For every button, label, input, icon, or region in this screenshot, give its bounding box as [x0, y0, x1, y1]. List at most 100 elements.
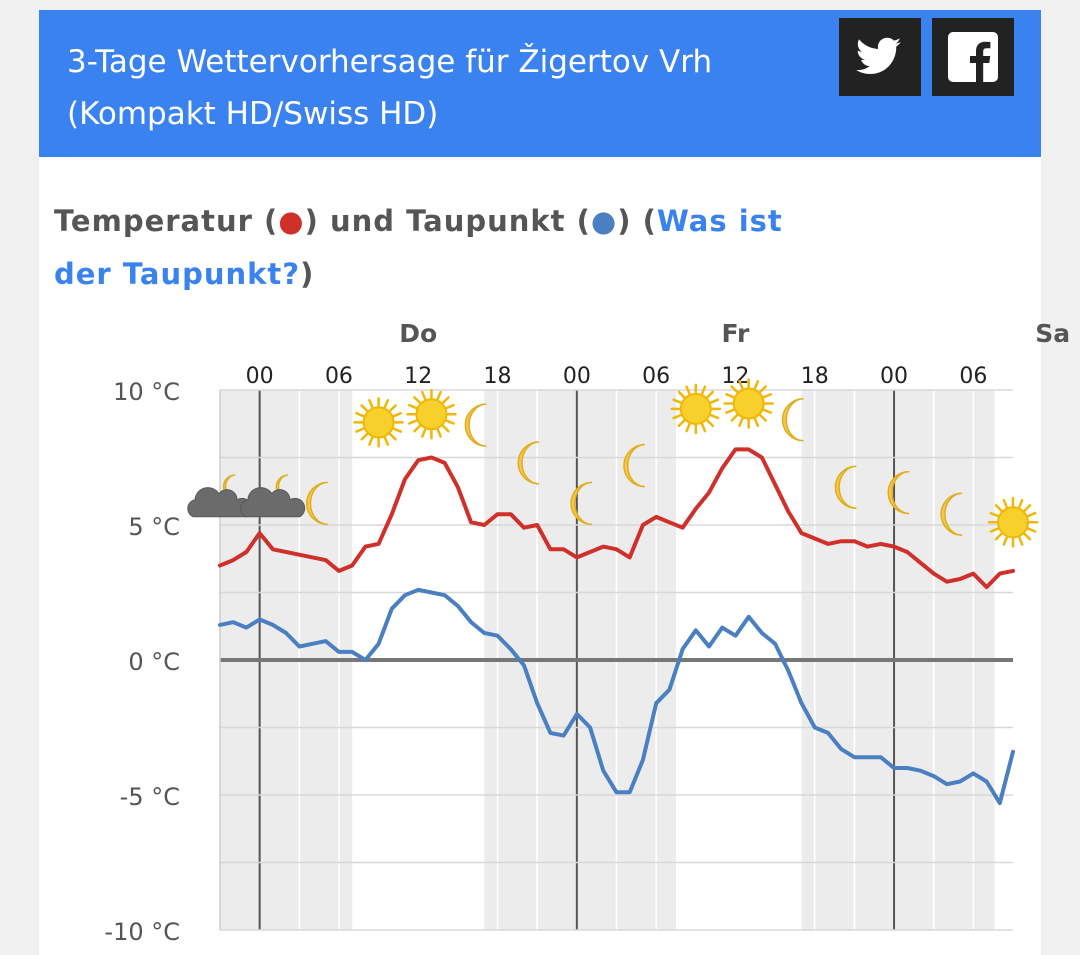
page-title: 3-Tage Wettervorhersage für Žigertov Vrh…	[67, 44, 713, 132]
sun-ray	[1025, 511, 1037, 518]
heading-text-3: ) (	[617, 204, 657, 238]
moon-icon	[781, 397, 804, 442]
sun-ray	[355, 411, 366, 418]
x-hour-label: 06	[325, 364, 353, 389]
sun-ray	[677, 418, 687, 428]
sun-ray	[705, 418, 715, 428]
sun-ray	[421, 426, 427, 438]
sun-ray	[1002, 498, 1009, 510]
x-day-label: Sa	[1035, 319, 1070, 348]
cloud-shape	[240, 487, 306, 518]
moon-crescent	[464, 403, 487, 447]
sun-ray	[391, 426, 403, 433]
dewpoint-legend-dot: ●	[590, 204, 618, 238]
x-hour-label: 00	[246, 364, 274, 389]
sun-ray	[408, 403, 419, 410]
sun-ray	[1022, 531, 1032, 541]
sun-ray	[413, 396, 423, 405]
sun-ray	[753, 380, 760, 391]
heading-text-4: )	[300, 257, 315, 291]
heading-text-1: Temperatur (	[54, 204, 279, 238]
sun-ray	[360, 431, 370, 441]
sun-ray	[1002, 534, 1009, 546]
temperature-line	[218, 447, 1015, 590]
sun-ray	[700, 421, 707, 433]
facebook-share-button[interactable]	[932, 18, 1014, 96]
sun-ray	[738, 416, 745, 427]
moon-icon	[834, 465, 857, 509]
sun-ray	[387, 431, 397, 441]
sun-disc	[732, 387, 765, 420]
sun-ray	[700, 385, 707, 397]
x-hour-label: 18	[484, 364, 512, 389]
sun-icon	[406, 389, 457, 440]
sun-ray	[360, 404, 370, 414]
sun-ray	[685, 385, 692, 397]
sun-ray	[421, 390, 427, 402]
moon-icon	[464, 403, 487, 447]
y-tick-label: -5 °C	[120, 783, 180, 811]
moon-icon	[623, 443, 645, 488]
dewpoint-info-link[interactable]: Was ist der Taupunkt?	[54, 204, 783, 291]
sun-ray	[408, 418, 419, 425]
sun-ray	[708, 413, 720, 420]
sun-ray	[368, 398, 375, 410]
sun-icon	[670, 383, 722, 435]
x-hour-label: 12	[721, 364, 749, 389]
sun-ray	[383, 398, 390, 410]
moon-crescent	[781, 397, 804, 442]
twitter-icon	[856, 37, 901, 74]
x-hour-label: 00	[880, 364, 908, 389]
x-day-label: Do	[399, 319, 437, 348]
moon-crescent	[305, 481, 328, 526]
sun-ray	[440, 396, 450, 405]
sun-disc	[997, 506, 1029, 539]
y-tick-label: 5 °C	[128, 513, 180, 541]
y-tick-label: 0 °C	[128, 648, 180, 676]
sun-ray	[1025, 526, 1037, 533]
sun-ray	[387, 404, 397, 414]
sun-ray	[705, 390, 715, 400]
sun-ray	[708, 398, 720, 405]
sun-disc	[415, 398, 448, 431]
sun-ray	[444, 418, 455, 425]
sun-ray	[672, 413, 684, 420]
sun-icon	[723, 378, 774, 429]
moon-crescent	[834, 465, 857, 509]
temperature-legend-dot: ●	[278, 204, 305, 238]
moon-icon	[940, 492, 963, 536]
cloud-moon-icon	[240, 474, 306, 518]
sun-ray	[994, 504, 1004, 513]
x-hour-label: 18	[801, 364, 829, 389]
y-tick-label: 10 °C	[113, 378, 180, 406]
sun-ray	[753, 416, 760, 427]
sun-ray	[758, 412, 767, 422]
moon-icon	[517, 441, 540, 485]
twitter-share-button[interactable]	[839, 18, 921, 96]
sun-ray	[725, 393, 737, 400]
sun-ray	[1022, 504, 1032, 513]
sun-ray	[685, 421, 692, 433]
moon-crescent	[517, 441, 540, 485]
sun-ray	[391, 411, 403, 418]
sun-ray	[355, 426, 366, 433]
sun-disc	[362, 406, 395, 439]
moon-crescent	[623, 443, 645, 488]
sun-ray	[444, 403, 455, 410]
header-bar: 3-Tage Wettervorhersage für Žigertov Vrh…	[39, 10, 1041, 157]
sun-ray	[738, 380, 745, 391]
sun-icon	[353, 397, 404, 448]
dewpoint-line	[218, 587, 1015, 806]
sun-ray	[758, 385, 767, 395]
sun-disc	[679, 392, 712, 425]
sun-ray	[672, 398, 684, 405]
x-hour-label: 00	[563, 364, 591, 389]
cloud-moon-icon	[187, 474, 253, 518]
sun-ray	[761, 407, 773, 414]
facebook-icon	[948, 32, 998, 82]
sun-ray	[1017, 498, 1024, 510]
heading-text-2: ) und Taupunkt (	[304, 204, 591, 238]
sun-ray	[761, 393, 773, 400]
sun-ray	[435, 426, 442, 438]
